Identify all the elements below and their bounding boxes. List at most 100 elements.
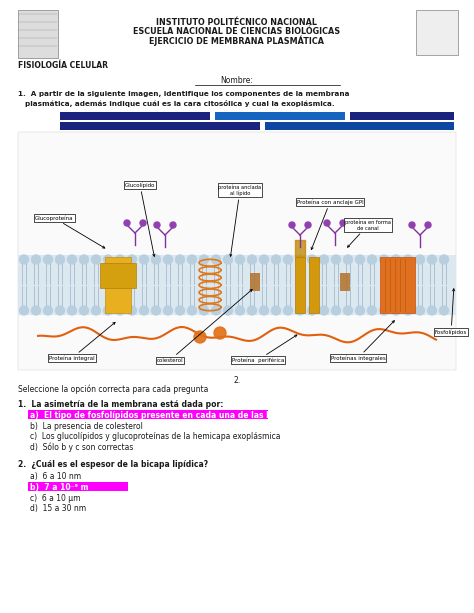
- Circle shape: [425, 222, 431, 228]
- Circle shape: [409, 222, 415, 228]
- Circle shape: [91, 255, 100, 264]
- Circle shape: [416, 306, 425, 315]
- Circle shape: [116, 306, 125, 315]
- Circle shape: [139, 306, 148, 315]
- Bar: [380, 257, 415, 313]
- Text: a)  El tipo de fosfolípidos presente en cada una de las hemicapas.: a) El tipo de fosfolípidos presente en c…: [30, 411, 315, 420]
- Text: Glucolípido: Glucolípido: [125, 182, 155, 256]
- Text: 2.: 2.: [233, 376, 241, 385]
- Text: Proteína integral: Proteína integral: [49, 322, 115, 360]
- Circle shape: [67, 255, 76, 264]
- Text: ESCUELA NACIONAL DE CIENCIAS BIOLÓGICAS: ESCUELA NACIONAL DE CIENCIAS BIOLÓGICAS: [134, 27, 340, 36]
- Bar: [250, 273, 260, 291]
- Circle shape: [331, 306, 340, 315]
- Text: plasmática, además indique cuál es la cara citosólica y cual la exoplásmica.: plasmática, además indique cuál es la ca…: [25, 100, 335, 107]
- Circle shape: [55, 306, 64, 315]
- Bar: [295, 257, 305, 313]
- Circle shape: [140, 220, 146, 226]
- Text: d)  Sólo b y c son correctas: d) Sólo b y c son correctas: [30, 442, 133, 452]
- Bar: [18, 255, 456, 315]
- Circle shape: [152, 255, 161, 264]
- Bar: [28, 410, 268, 419]
- Circle shape: [188, 255, 197, 264]
- Circle shape: [367, 255, 376, 264]
- Circle shape: [67, 306, 76, 315]
- Circle shape: [224, 255, 233, 264]
- Circle shape: [211, 306, 220, 315]
- Circle shape: [200, 255, 209, 264]
- Circle shape: [31, 255, 40, 264]
- Text: Nombre:: Nombre:: [220, 76, 254, 85]
- Circle shape: [308, 306, 317, 315]
- Text: proteína en forma
de canal: proteína en forma de canal: [345, 219, 391, 247]
- Text: Seleccione la opción correcta para cada pregunta: Seleccione la opción correcta para cada …: [18, 384, 209, 394]
- Bar: [416, 10, 458, 55]
- Circle shape: [175, 306, 184, 315]
- Circle shape: [380, 306, 389, 315]
- Circle shape: [116, 255, 125, 264]
- Circle shape: [139, 255, 148, 264]
- Circle shape: [31, 306, 40, 315]
- Circle shape: [55, 255, 64, 264]
- Circle shape: [247, 306, 256, 315]
- Text: Glucoproteína: Glucoproteína: [35, 215, 105, 248]
- Circle shape: [392, 255, 401, 264]
- Text: Proteínas integrales: Proteínas integrales: [331, 321, 394, 360]
- Text: EJERCICIO DE MEMBRANA PLASMÁTICA: EJERCICIO DE MEMBRANA PLASMÁTICA: [149, 36, 325, 47]
- Bar: [60, 112, 210, 120]
- Circle shape: [80, 255, 89, 264]
- Text: Proteína con anclaje GPI: Proteína con anclaje GPI: [297, 199, 364, 249]
- Circle shape: [103, 255, 112, 264]
- Circle shape: [283, 306, 292, 315]
- Circle shape: [214, 327, 226, 339]
- Circle shape: [319, 255, 328, 264]
- Text: b)  7 a 10⁻⁹ m: b) 7 a 10⁻⁹ m: [30, 483, 89, 492]
- Circle shape: [128, 255, 137, 264]
- Text: Fosfolípidos: Fosfolípidos: [435, 289, 467, 335]
- Text: 2.  ¿Cuál es el espesor de la bicapa lipídica?: 2. ¿Cuál es el espesor de la bicapa lipí…: [18, 460, 208, 469]
- Text: c)  Los glucolípidos y glucoproteínas de la hemicapa exoplásmica: c) Los glucolípidos y glucoproteínas de …: [30, 432, 281, 441]
- Circle shape: [283, 255, 292, 264]
- Circle shape: [44, 255, 53, 264]
- Text: INSTITUTO POLITÉCNICO NACIONAL: INSTITUTO POLITÉCNICO NACIONAL: [156, 18, 318, 27]
- Text: FISIOLOGÍA CELULAR: FISIOLOGÍA CELULAR: [18, 61, 108, 70]
- Circle shape: [380, 255, 389, 264]
- Circle shape: [403, 306, 412, 315]
- Bar: [28, 482, 128, 491]
- Circle shape: [331, 255, 340, 264]
- Circle shape: [164, 255, 173, 264]
- Circle shape: [308, 255, 317, 264]
- Circle shape: [188, 306, 197, 315]
- Circle shape: [356, 255, 365, 264]
- Circle shape: [128, 306, 137, 315]
- Circle shape: [170, 222, 176, 228]
- Circle shape: [272, 255, 281, 264]
- Circle shape: [236, 255, 245, 264]
- Circle shape: [194, 331, 206, 343]
- Circle shape: [44, 306, 53, 315]
- Circle shape: [367, 306, 376, 315]
- Bar: [350, 112, 454, 120]
- Circle shape: [259, 255, 268, 264]
- Text: 1.  A partir de la siguiente imagen, identifique los componentes de la membrana: 1. A partir de la siguiente imagen, iden…: [18, 91, 349, 97]
- Circle shape: [124, 220, 130, 226]
- Circle shape: [403, 255, 412, 264]
- Text: 1.  La asimetría de la membrana está dada por:: 1. La asimetría de la membrana está dada…: [18, 400, 223, 409]
- Text: d)  15 a 30 nm: d) 15 a 30 nm: [30, 504, 86, 513]
- Circle shape: [305, 222, 311, 228]
- Circle shape: [164, 306, 173, 315]
- Circle shape: [340, 220, 346, 226]
- Circle shape: [91, 306, 100, 315]
- Bar: [100, 263, 136, 288]
- Circle shape: [200, 306, 209, 315]
- Circle shape: [392, 306, 401, 315]
- Circle shape: [224, 306, 233, 315]
- Bar: [18, 132, 456, 370]
- Text: proteína anclada
al lípido: proteína anclada al lípido: [219, 184, 262, 256]
- Bar: [309, 257, 319, 313]
- Circle shape: [428, 255, 437, 264]
- Circle shape: [103, 306, 112, 315]
- Circle shape: [439, 255, 448, 264]
- Circle shape: [259, 306, 268, 315]
- Text: colesterol: colesterol: [157, 289, 252, 362]
